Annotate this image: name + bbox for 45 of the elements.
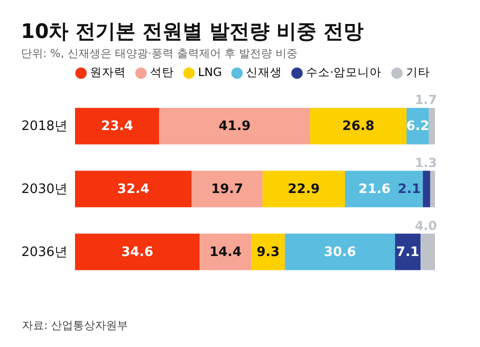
bar xyxy=(420,234,435,270)
data-label: 34.6 xyxy=(121,244,154,260)
data-label: 21.6 xyxy=(358,182,391,197)
bar xyxy=(75,234,200,270)
legend-label: 기타 xyxy=(406,65,430,80)
data-label: 9.3 xyxy=(256,244,280,260)
legend-label: 신재생 xyxy=(246,65,282,80)
data-label: 32.4 xyxy=(117,182,150,197)
bar xyxy=(75,108,160,144)
bar xyxy=(159,108,310,144)
data-label: 1.3 xyxy=(414,155,437,170)
bar xyxy=(75,170,192,208)
data-label: 41.9 xyxy=(218,119,251,134)
y-tick-label: 2036년 xyxy=(21,244,68,260)
bar xyxy=(262,170,345,208)
data-label: 4.0 xyxy=(414,218,438,233)
data-label: 14.4 xyxy=(209,244,242,260)
data-label: 19.7 xyxy=(211,182,244,197)
text: 자료: 산업통상자원부 xyxy=(22,318,128,333)
bar xyxy=(395,234,421,270)
bar xyxy=(430,170,435,208)
bar xyxy=(310,108,407,144)
chart-subtitle: 단위: %, 신재생은 태양광·풍력 출력제어 후 발전량 비중 xyxy=(20,47,298,60)
data-label: 22.9 xyxy=(288,182,320,197)
bar xyxy=(345,170,423,208)
legend-label: 원자력 xyxy=(90,65,126,80)
bar xyxy=(192,170,263,208)
bar xyxy=(422,170,430,208)
bar xyxy=(251,234,285,270)
legend-label: 석탄 xyxy=(150,65,174,80)
data-label: 23.4 xyxy=(101,119,134,134)
bar xyxy=(284,234,396,270)
data-label: 7.1 xyxy=(396,244,420,260)
data-label: 26.8 xyxy=(342,119,374,134)
chart-title: 10차 전기본 전원별 발전량 비중 전망 xyxy=(20,19,364,43)
legend-label: 수소·암모니아 xyxy=(306,65,382,80)
data-label: 6.2 xyxy=(406,119,430,134)
data-label: 2.1 xyxy=(398,182,421,197)
data-label: 30.6 xyxy=(324,244,356,260)
y-tick-label: 2030년 xyxy=(21,182,68,197)
bar xyxy=(200,234,252,270)
bar xyxy=(428,108,435,144)
legend-label: LNG xyxy=(198,65,222,80)
data-label: 1.7 xyxy=(414,92,437,108)
y-tick-label: 2018년 xyxy=(21,119,68,134)
